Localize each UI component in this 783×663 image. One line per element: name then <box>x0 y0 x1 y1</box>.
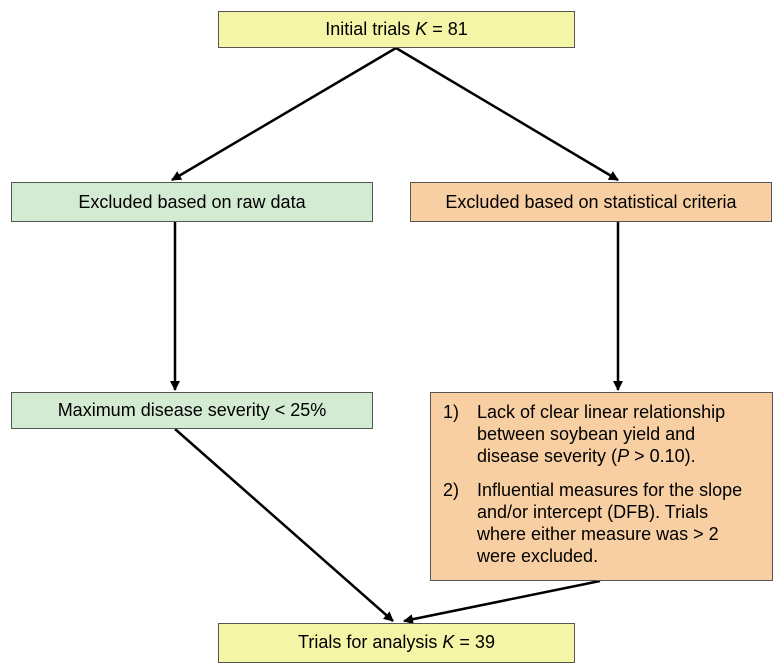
criterion-line: and/or intercept (DFB). Trials <box>477 502 709 522</box>
criterion-number: 2) <box>443 480 460 500</box>
statistical-criteria-box: 1) Lack of clear linear relationship bet… <box>430 392 773 581</box>
excluded-statistical-box: Excluded based on statistical criteria <box>410 182 772 222</box>
criterion-item-1: 1) Lack of clear linear relationship bet… <box>443 401 762 467</box>
arrow-max-severity-to-final <box>174 428 394 622</box>
arrow-initial-to-statistical <box>395 46 619 182</box>
final-trials-prefix: Trials for analysis <box>298 632 443 652</box>
max-disease-severity-box: Maximum disease severity < 25% <box>11 392 373 429</box>
arrow-criteria-to-final <box>403 579 601 625</box>
arrow-initial-to-raw <box>171 46 397 182</box>
criterion-line: Influential measures for the slope <box>477 480 743 500</box>
max-disease-severity-label: Maximum disease severity < 25% <box>57 400 327 420</box>
criterion-number: 1) <box>443 402 460 422</box>
final-trials-box: Trials for analysis K = 39 <box>218 623 575 663</box>
criterion-line: where either measure was > 2 <box>477 524 719 544</box>
criterion-var: P <box>617 446 630 466</box>
criterion-item-2: 2) Influential measures for the slope an… <box>443 479 762 567</box>
final-trials-suffix: = 39 <box>454 632 495 652</box>
initial-trials-box: Initial trials K = 81 <box>218 11 575 48</box>
excluded-raw-data-box: Excluded based on raw data <box>11 182 373 222</box>
final-trials-var: K <box>442 632 455 652</box>
initial-trials-var: K <box>415 19 428 39</box>
excluded-raw-data-label: Excluded based on raw data <box>78 191 306 212</box>
criterion-line: were excluded. <box>477 546 599 566</box>
criterion-text: > 0.10). <box>629 446 696 466</box>
excluded-statistical-label: Excluded based on statistical criteria <box>445 191 737 212</box>
criterion-line: disease severity (P > 0.10). <box>477 445 762 467</box>
initial-trials-suffix: = 81 <box>427 19 468 39</box>
criterion-line: Lack of clear linear relationship <box>477 402 726 422</box>
criterion-line: between soybean yield and <box>477 424 696 444</box>
initial-trials-prefix: Initial trials <box>325 19 416 39</box>
criterion-text: disease severity ( <box>477 446 618 466</box>
